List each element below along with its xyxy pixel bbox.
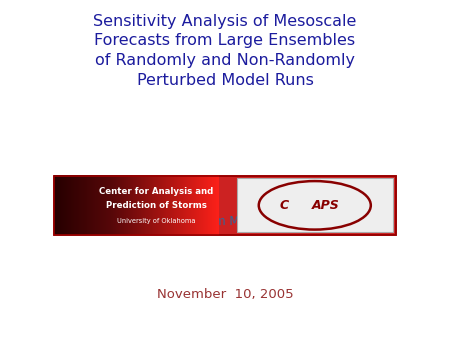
Text: November  10, 2005: November 10, 2005 xyxy=(157,288,293,300)
Text: Sensitivity Analysis of Mesoscale
Forecasts from Large Ensembles
of Randomly and: Sensitivity Analysis of Mesoscale Foreca… xyxy=(93,14,357,88)
Text: University of Oklahoma: University of Oklahoma xyxy=(117,218,196,224)
Text: C: C xyxy=(279,199,288,212)
FancyBboxPatch shape xyxy=(54,176,396,235)
Text: Center for Analysis and: Center for Analysis and xyxy=(99,187,214,196)
FancyBboxPatch shape xyxy=(237,178,392,232)
Text: APS: APS xyxy=(312,199,340,212)
Text: Prediction of Storms: Prediction of Storms xyxy=(106,201,207,210)
Text: William Martin: William Martin xyxy=(182,215,268,228)
